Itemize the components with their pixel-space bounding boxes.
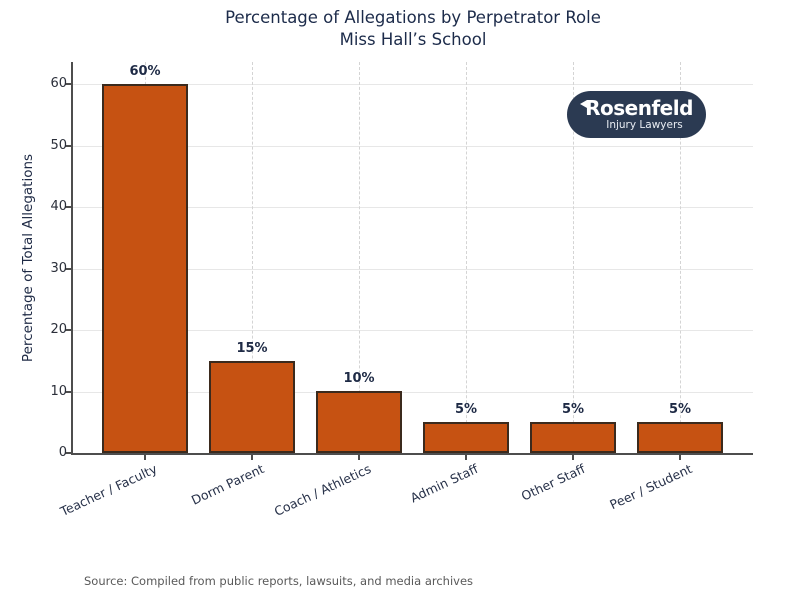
y-tick-mark [65, 206, 71, 208]
y-tick-label: 60 [50, 76, 67, 91]
y-tick-mark [65, 329, 71, 331]
y-tick-label: 40 [50, 199, 67, 214]
x-tick-label: Coach / Athletics [271, 461, 374, 520]
y-tick-label: 0 [58, 445, 67, 460]
v-gridline [466, 62, 467, 453]
bar-value-label: 15% [236, 341, 268, 356]
bar-value-label: 5% [668, 402, 692, 417]
v-gridline [359, 62, 360, 453]
logo-arrow-icon [580, 100, 588, 108]
v-gridline [573, 62, 574, 453]
x-axis-line [71, 453, 753, 455]
x-tick-mark [358, 455, 360, 460]
bar-value-label: 60% [129, 64, 161, 79]
bar [209, 361, 295, 453]
bar-value-label: 5% [454, 402, 478, 417]
x-tick-mark [679, 455, 681, 460]
x-tick-label: Other Staff [518, 461, 588, 504]
x-tick-mark [144, 455, 146, 460]
bar [316, 391, 402, 453]
logo-tagline: Injury Lawyers [606, 119, 683, 131]
chart-title-line2: Miss Hall’s School [339, 30, 487, 49]
source-note: Source: Compiled from public reports, la… [84, 574, 474, 588]
y-tick-mark [65, 390, 71, 393]
logo: Rosenfeld Injury Lawyers [567, 91, 706, 138]
y-tick-label: 30 [50, 260, 67, 276]
x-tick-label: Admin Staff [407, 461, 481, 506]
y-tick-label: 50 [50, 137, 67, 153]
logo-name: Rosenfeld [585, 96, 693, 120]
bar-value-label: 10% [343, 371, 375, 386]
y-tick-mark [65, 144, 71, 147]
bar [530, 422, 616, 453]
h-gridline [73, 330, 753, 331]
bar [102, 84, 188, 453]
h-gridline [73, 84, 753, 85]
h-gridline [73, 207, 753, 208]
y-tick-mark [65, 267, 71, 270]
bar-value-label: 5% [561, 402, 585, 417]
chart-title-line1: Percentage of Allegations by Perpetrator… [225, 8, 601, 27]
h-gridline [73, 268, 753, 270]
chart-title: Percentage of Allegations by Perpetrator… [0, 7, 800, 51]
y-tick-mark [65, 452, 71, 454]
y-tick-mark [65, 83, 71, 85]
h-gridline [73, 391, 753, 393]
logo-name-row: Rosenfeld [580, 98, 693, 118]
bar [637, 422, 723, 453]
x-tick-label: Peer / Student [607, 461, 695, 513]
v-gridline [680, 62, 681, 453]
x-tick-mark [251, 455, 253, 460]
x-tick-mark [465, 455, 467, 460]
bar [423, 422, 509, 453]
h-gridline [73, 145, 753, 147]
x-tick-mark [572, 455, 574, 460]
v-gridline [252, 62, 253, 453]
y-tick-label: 10 [50, 383, 67, 399]
y-axis-line [71, 62, 73, 455]
y-tick-label: 20 [50, 322, 67, 337]
x-tick-label: Dorm Parent [188, 461, 267, 508]
